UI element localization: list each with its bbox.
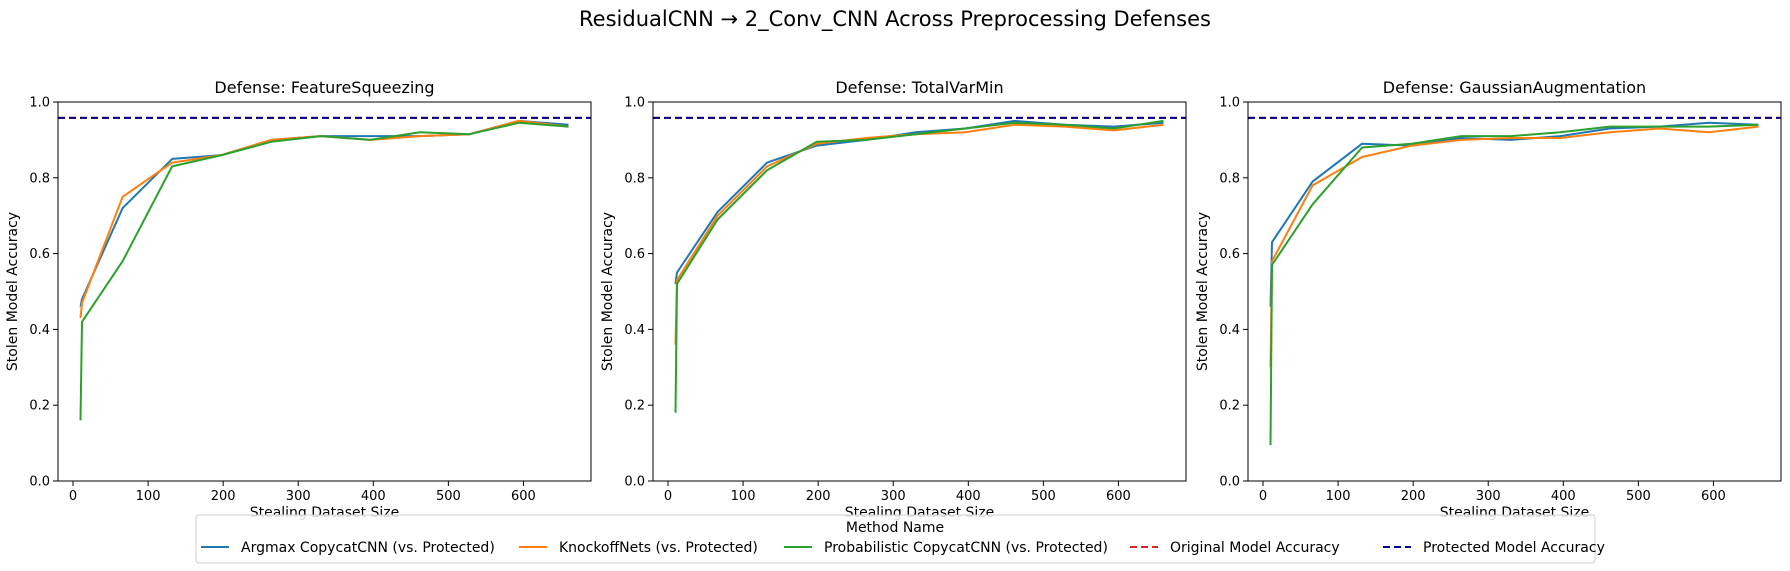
y-tick-label: 1.0	[624, 96, 645, 111]
x-tick-label: 200	[806, 489, 831, 504]
legend: Method Name Argmax CopycatCNN (vs. Protec…	[195, 514, 1605, 564]
legend-label: Original Model Accuracy	[1170, 540, 1340, 556]
subplot-1: Defense: FeatureSqueezing 0 100 200 300 400 50…	[5, 78, 592, 521]
series-line-argmax-copycatcnn-vs-protected	[674, 119, 1164, 285]
x-tick-label: 200	[1401, 489, 1426, 504]
axes-frame	[652, 101, 1187, 482]
series-line-argmax-copycatcnn-vs-protected	[1269, 121, 1759, 307]
subplot-title: Defense: FeatureSqueezing	[214, 78, 434, 97]
y-tick-label: 0.2	[29, 399, 50, 414]
x-tick-label: 400	[956, 489, 981, 504]
y-tick-label: 1.0	[1219, 96, 1240, 111]
legend-title: Method Name	[846, 520, 944, 536]
y-tick-label: 0.4	[624, 323, 645, 338]
legend-item: Original Model Accuracy	[1130, 540, 1340, 556]
x-tick-label: 400	[1551, 489, 1576, 504]
y-tick-label: 0.0	[29, 475, 50, 490]
legend-item: KnockoffNets (vs. Protected)	[519, 540, 758, 556]
x-tick-label: 600	[511, 489, 536, 504]
x-tick-label: 500	[436, 489, 461, 504]
x-tick-label: 100	[731, 489, 756, 504]
x-tick-label: 0	[664, 489, 672, 504]
subplot-3: Defense: GaussianAugmentation 0 100 200 300 4…	[1195, 78, 1782, 521]
x-tick-label: 600	[1701, 489, 1726, 504]
y-tick-label: 0.8	[1219, 171, 1240, 186]
x-tick-label: 100	[136, 489, 161, 504]
y-tick-label: 0.8	[29, 171, 50, 186]
y-tick-label: 0.0	[624, 475, 645, 490]
plot-area	[58, 116, 591, 421]
figure-title: ResidualCNN → 2_Conv_CNN Across Preproce…	[579, 7, 1211, 32]
legend-label: Probabilistic CopycatCNN (vs. Protected)	[824, 540, 1108, 556]
subplot-2: Defense: TotalVarMin 0 100 200 300 400 500 600 0…	[600, 78, 1187, 521]
y-tick-label: 0.8	[624, 171, 645, 186]
axes-frame	[1247, 101, 1782, 482]
axes-frame	[57, 101, 592, 482]
series-line-knockoffnets-vs-protected	[1269, 125, 1759, 368]
y-tick-label: 0.4	[29, 323, 50, 338]
series-line-probabilistic-copycatcnn-vs-protected	[79, 121, 569, 421]
y-tick-label: 1.0	[29, 96, 50, 111]
series-line-knockoffnets-vs-protected	[79, 119, 569, 319]
legend-label: Protected Model Accuracy	[1423, 540, 1605, 556]
y-axis-label: Stolen Model Accuracy	[5, 212, 21, 371]
x-tick-label: 200	[211, 489, 236, 504]
legend-item: Probabilistic CopycatCNN (vs. Protected)	[784, 540, 1108, 556]
x-tick-label: 500	[1031, 489, 1056, 504]
x-tick-label: 0	[69, 489, 77, 504]
y-tick-label: 0.0	[1219, 475, 1240, 490]
subplots: Defense: FeatureSqueezing 0 100 200 300 400 50…	[5, 78, 1782, 521]
x-tick-label: 100	[1326, 489, 1351, 504]
legend-item: Protected Model Accuracy	[1383, 540, 1605, 556]
series-line-probabilistic-copycatcnn-vs-protected	[1269, 123, 1759, 446]
series-line-knockoffnets-vs-protected	[674, 123, 1164, 345]
subplot-title: Defense: TotalVarMin	[835, 78, 1003, 97]
x-tick-label: 300	[1476, 489, 1501, 504]
series-line-argmax-copycatcnn-vs-protected	[79, 119, 569, 307]
legend-label: Argmax CopycatCNN (vs. Protected)	[241, 540, 495, 556]
x-tick-label: 500	[1626, 489, 1651, 504]
y-tick-label: 0.6	[29, 247, 50, 262]
y-tick-label: 0.2	[1219, 399, 1240, 414]
legend-item: Argmax CopycatCNN (vs. Protected)	[201, 540, 495, 556]
y-tick-label: 0.2	[624, 399, 645, 414]
y-tick-label: 0.6	[1219, 247, 1240, 262]
y-axis-label: Stolen Model Accuracy	[600, 212, 616, 371]
x-tick-label: 300	[286, 489, 311, 504]
x-tick-label: 300	[881, 489, 906, 504]
y-axis-label: Stolen Model Accuracy	[1195, 212, 1211, 371]
legend-box	[195, 514, 1596, 564]
x-tick-label: 400	[361, 489, 386, 504]
y-tick-label: 0.6	[624, 247, 645, 262]
plot-area	[1248, 116, 1781, 446]
x-tick-label: 0	[1259, 489, 1267, 504]
series-line-probabilistic-copycatcnn-vs-protected	[674, 119, 1164, 413]
plot-area	[653, 116, 1186, 413]
x-tick-label: 600	[1106, 489, 1131, 504]
legend-label: KnockoffNets (vs. Protected)	[559, 540, 758, 556]
subplot-title: Defense: GaussianAugmentation	[1383, 78, 1646, 97]
y-tick-label: 0.4	[1219, 323, 1240, 338]
